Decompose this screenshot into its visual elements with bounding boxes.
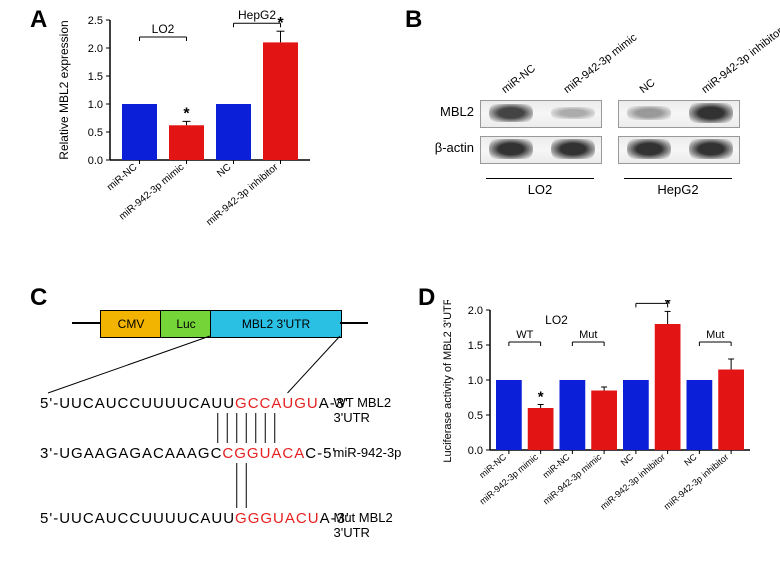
svg-text:2.0: 2.0 (468, 305, 483, 317)
svg-text:0.0: 0.0 (468, 445, 483, 457)
western-group-line (624, 178, 732, 179)
svg-text:2.0: 2.0 (88, 43, 103, 55)
western-group-label: HepG2 (618, 182, 738, 197)
svg-text:0.0: 0.0 (88, 155, 103, 167)
svg-text:miR-942-3p mimic: miR-942-3p mimic (478, 452, 541, 507)
western-band-blob (627, 139, 670, 159)
panel-label-a: A (30, 6, 47, 34)
western-band-blob (551, 107, 594, 120)
svg-text:Mut: Mut (706, 329, 724, 341)
western-lane-label: miR-942-3p mimic (562, 32, 640, 96)
western-lane-label: NC (638, 77, 658, 96)
svg-text:*: * (538, 389, 544, 406)
figure-root: A 0.0 0.5 1.0 1.5 2.0 2.5 Relative MBL2 expres… (0, 0, 780, 566)
western-row-label: β-actin (420, 140, 474, 155)
western-band-blob (689, 139, 732, 159)
western-lane-label: miR-NC (500, 62, 538, 96)
western-band-blob (689, 103, 732, 123)
svg-text:HepG2: HepG2 (238, 10, 276, 22)
svg-text:*: * (183, 105, 190, 122)
western-band-blob (489, 139, 532, 159)
svg-text:1.5: 1.5 (88, 71, 103, 83)
western-band-blob (551, 139, 594, 159)
svg-text:WT: WT (643, 300, 660, 302)
western-group-line (486, 178, 594, 179)
western-band-blob (627, 106, 670, 120)
western-row-label: MBL2 (420, 104, 474, 119)
svg-text:1.0: 1.0 (468, 375, 483, 387)
svg-text:Luciferase activity of MBL2 3': Luciferase activity of MBL2 3'UTR (442, 300, 454, 463)
western-band-blob (489, 104, 532, 123)
svg-text:NC: NC (619, 452, 636, 468)
svg-text:miR-NC: miR-NC (105, 162, 139, 193)
svg-text:1.5: 1.5 (468, 340, 483, 352)
svg-text:0.5: 0.5 (88, 127, 103, 139)
svg-text:LO2: LO2 (152, 22, 175, 36)
western-lane-label: miR-942-3p inhibitor (700, 26, 780, 96)
svg-text:miR-942-3p mimic: miR-942-3p mimic (541, 452, 604, 507)
svg-text:Mut: Mut (579, 329, 597, 341)
svg-text:LO2: LO2 (545, 313, 568, 327)
svg-text:2.5: 2.5 (88, 15, 103, 27)
svg-text:NC: NC (682, 452, 699, 468)
panel-c-diagram: CMVLucMBL2 3'UTR5'-UUCAUCCUUUUCAUUGCCAUG… (40, 300, 420, 560)
panel-b-western: miR-NCmiR-942-3p mimicNCmiR-942-3p inhib… (420, 20, 760, 250)
svg-text:Relative MBL2 expression: Relative MBL2 expression (57, 20, 71, 159)
panel-d-chart: 0.0 0.5 1.0 1.5 2.0 Luciferase activity of MB… (435, 300, 775, 560)
panel-label-d: D (418, 284, 435, 312)
svg-text:0.5: 0.5 (468, 410, 483, 422)
svg-text:WT: WT (516, 329, 533, 341)
western-group-label: LO2 (480, 182, 600, 197)
svg-text:1.0: 1.0 (88, 99, 103, 111)
panel-a-chart: 0.0 0.5 1.0 1.5 2.0 2.5 Relative MBL2 expressi… (50, 10, 370, 260)
svg-text:NC: NC (215, 162, 233, 180)
